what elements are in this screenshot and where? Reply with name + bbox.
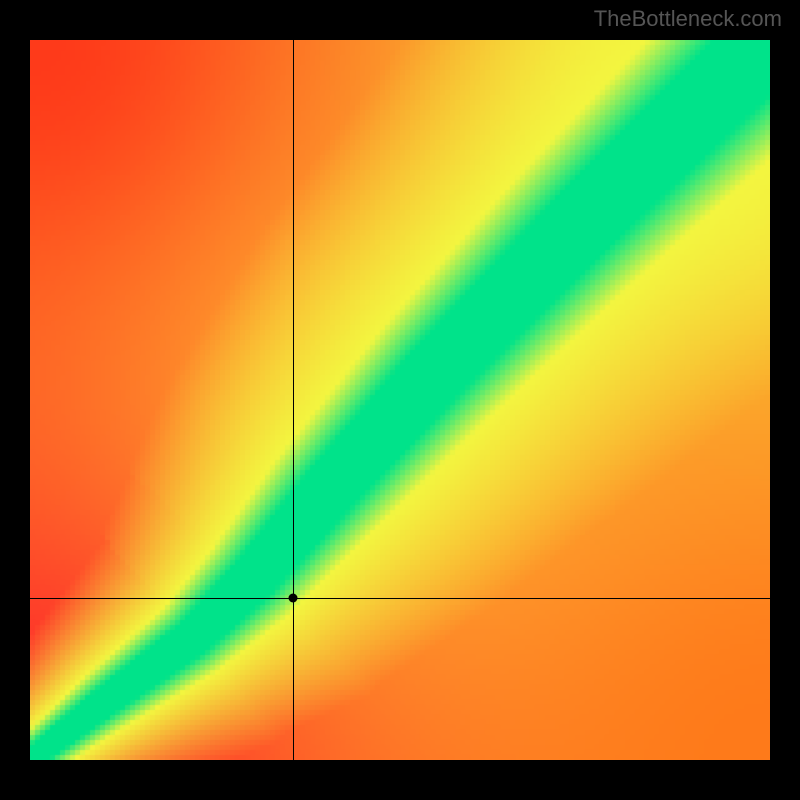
heatmap-canvas bbox=[30, 40, 770, 760]
crosshair-vertical bbox=[293, 40, 294, 760]
plot-area bbox=[30, 40, 770, 760]
crosshair-horizontal bbox=[30, 598, 770, 599]
marker-dot bbox=[288, 594, 297, 603]
watermark-text: TheBottleneck.com bbox=[594, 6, 782, 32]
figure-container: TheBottleneck.com bbox=[0, 0, 800, 800]
